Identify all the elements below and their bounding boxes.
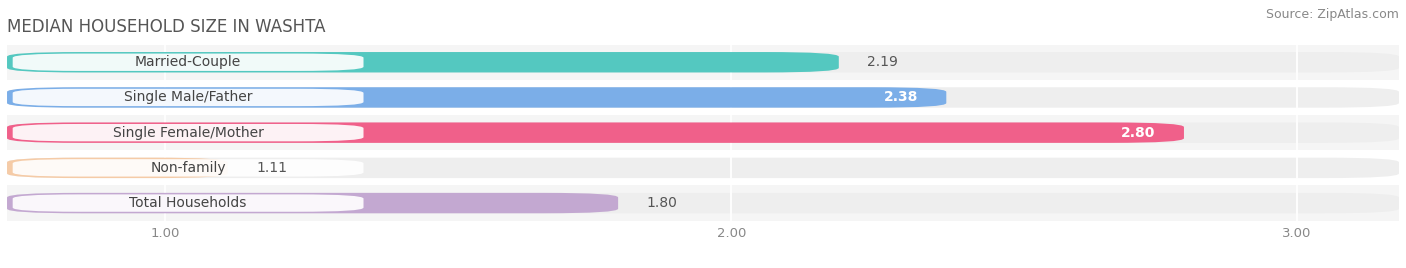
FancyBboxPatch shape <box>13 159 364 177</box>
Text: 2.19: 2.19 <box>868 55 898 69</box>
Text: Single Male/Father: Single Male/Father <box>124 91 252 105</box>
Text: Source: ZipAtlas.com: Source: ZipAtlas.com <box>1265 8 1399 21</box>
FancyBboxPatch shape <box>7 158 228 178</box>
FancyBboxPatch shape <box>7 52 1399 72</box>
FancyBboxPatch shape <box>7 80 1399 115</box>
FancyBboxPatch shape <box>7 150 1399 185</box>
FancyBboxPatch shape <box>7 158 1399 178</box>
Text: Married-Couple: Married-Couple <box>135 55 242 69</box>
FancyBboxPatch shape <box>7 115 1399 150</box>
Text: 2.80: 2.80 <box>1122 126 1156 140</box>
Text: Non-family: Non-family <box>150 161 226 175</box>
FancyBboxPatch shape <box>13 124 364 141</box>
Text: MEDIAN HOUSEHOLD SIZE IN WASHTA: MEDIAN HOUSEHOLD SIZE IN WASHTA <box>7 18 326 36</box>
Text: Single Female/Mother: Single Female/Mother <box>112 126 263 140</box>
FancyBboxPatch shape <box>7 122 1399 143</box>
Text: 1.11: 1.11 <box>256 161 287 175</box>
FancyBboxPatch shape <box>7 52 839 72</box>
FancyBboxPatch shape <box>7 87 946 108</box>
FancyBboxPatch shape <box>7 185 1399 221</box>
FancyBboxPatch shape <box>13 194 364 212</box>
FancyBboxPatch shape <box>7 193 1399 213</box>
Text: 1.80: 1.80 <box>647 196 678 210</box>
FancyBboxPatch shape <box>7 122 1184 143</box>
FancyBboxPatch shape <box>7 45 1399 80</box>
Text: 2.38: 2.38 <box>883 91 918 105</box>
Text: Total Households: Total Households <box>129 196 247 210</box>
FancyBboxPatch shape <box>13 54 364 71</box>
FancyBboxPatch shape <box>7 87 1399 108</box>
FancyBboxPatch shape <box>7 193 619 213</box>
FancyBboxPatch shape <box>13 89 364 106</box>
